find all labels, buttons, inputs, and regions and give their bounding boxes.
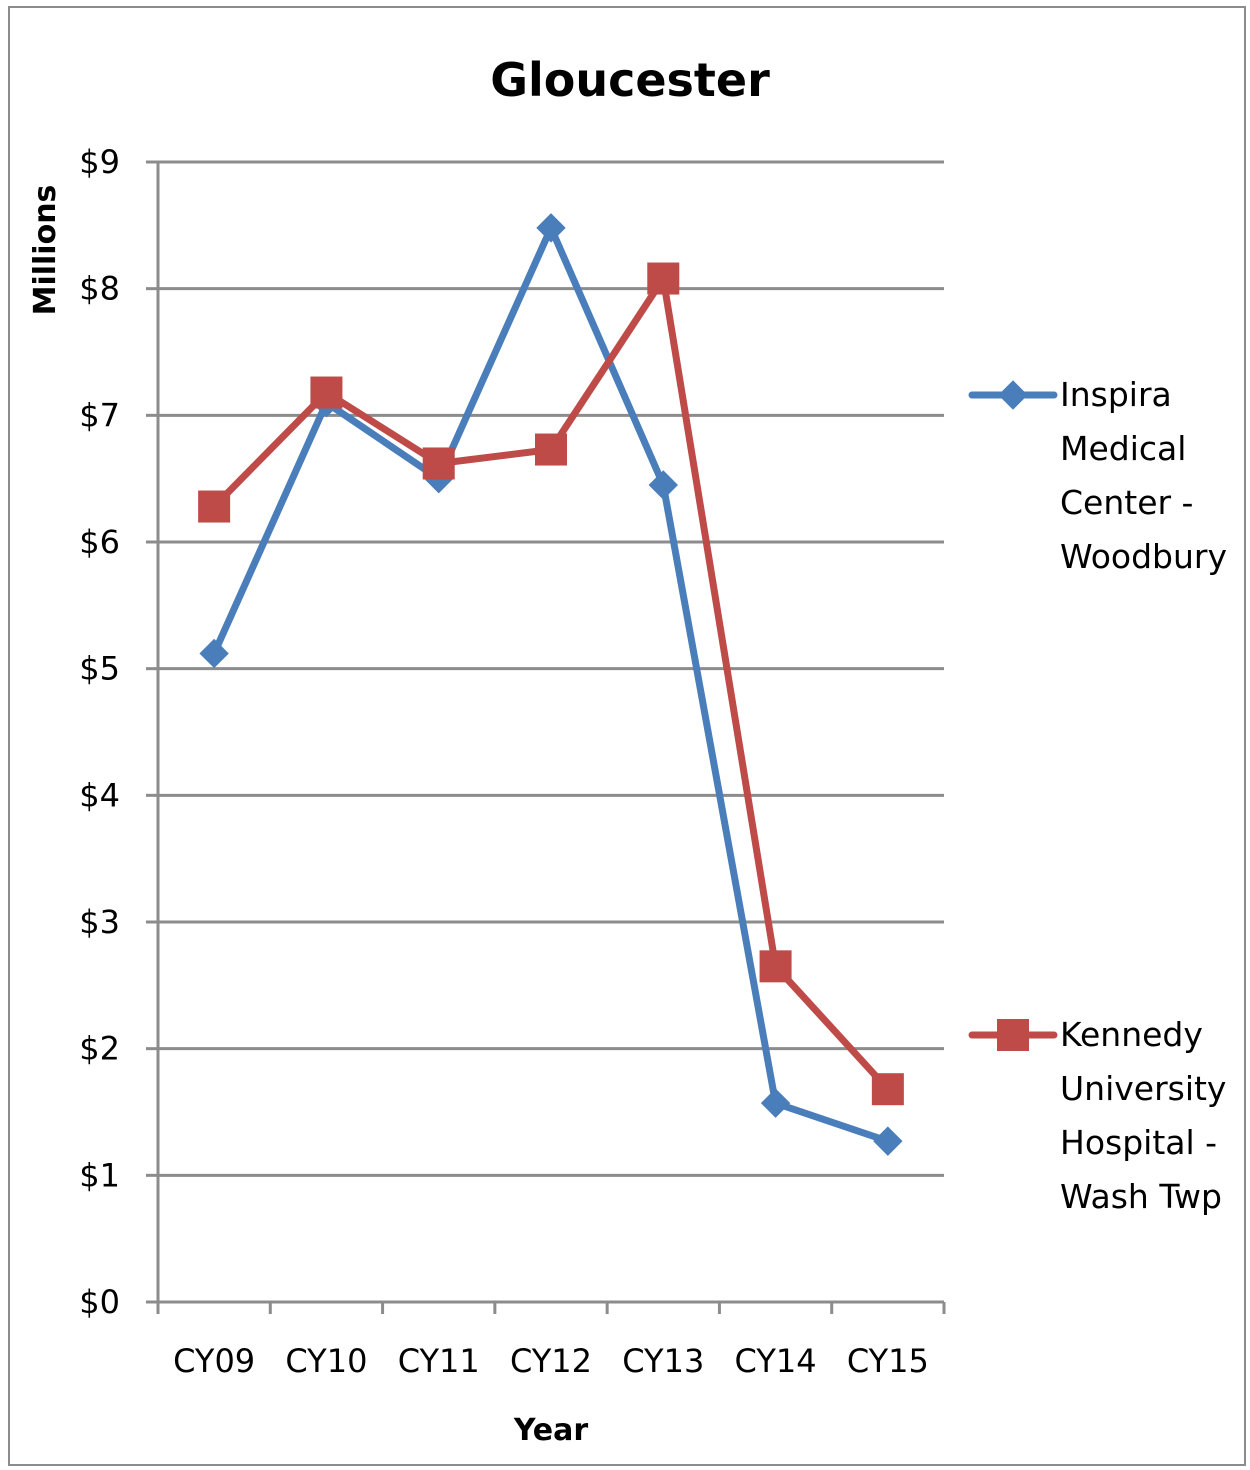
x-tick-label: CY10 [285, 1342, 367, 1380]
data-point [310, 376, 343, 409]
legend-label: Kennedy University Hospital - Wash Twp [1060, 1015, 1226, 1216]
data-point [759, 950, 792, 983]
legend-label-line: Medical [1060, 429, 1186, 468]
data-point [536, 213, 566, 243]
y-tick-label: $9 [79, 143, 120, 181]
legend-entry-1: Inspira Medical Center - Woodbury [968, 375, 1227, 576]
legend-marker [998, 380, 1028, 410]
legend-marker [997, 1019, 1029, 1051]
series-line [210, 224, 892, 1145]
x-tick-label: CY13 [622, 1342, 704, 1380]
legend-label-line: Wash Twp [1060, 1177, 1222, 1216]
x-tick-label: CY11 [398, 1342, 480, 1380]
y-tick-label: $5 [79, 650, 120, 688]
legend-label-line: University [1060, 1069, 1226, 1108]
legend-label-line: Hospital - [1060, 1123, 1217, 1162]
data-point [647, 262, 680, 295]
legend-label-line: Center - [1060, 483, 1193, 522]
x-tick-labels: CY09 CY10 CY11 CY12 CY13 CY14 CY15 [173, 1342, 929, 1380]
y-tick-label: $3 [79, 903, 120, 941]
legend-label: Inspira Medical Center - Woodbury [1060, 375, 1227, 576]
y-tick-label: $1 [79, 1156, 120, 1194]
data-point [871, 1073, 904, 1106]
y-tick-label: $8 [79, 270, 120, 308]
chart-frame [8, 6, 1246, 1466]
x-tick-label: CY15 [847, 1342, 929, 1380]
y-tick-label: $4 [79, 776, 120, 814]
y-tick-label: $7 [79, 396, 120, 434]
x-tick-label: CY12 [510, 1342, 592, 1380]
chart-title: Gloucester [490, 53, 770, 107]
data-point [422, 447, 455, 480]
y-axis-title: Millions [28, 185, 63, 316]
x-tick-label: CY14 [735, 1342, 817, 1380]
series-2 [198, 262, 904, 1106]
y-tick-labels: $0 $1 $2 $3 $4 $5 $6 $7 $8 $9 [79, 143, 120, 1321]
x-axis-title: Year [513, 1413, 589, 1448]
y-tick-label: $2 [79, 1030, 120, 1068]
gridlines [158, 160, 944, 1177]
legend-label-line: Kennedy [1060, 1015, 1203, 1054]
data-point [873, 1126, 903, 1156]
x-tick-label: CY09 [173, 1342, 255, 1380]
axes [146, 160, 946, 1314]
data-point [198, 490, 231, 523]
legend-label-line: Woodbury [1060, 537, 1227, 576]
y-tick-label: $6 [79, 523, 120, 561]
data-point [760, 1088, 791, 1118]
legend-entry-2: Kennedy University Hospital - Wash Twp [968, 1015, 1226, 1216]
data-point [199, 638, 229, 669]
legend-label-line: Inspira [1060, 375, 1172, 414]
series-group [198, 213, 904, 1156]
data-point [648, 470, 678, 500]
y-tick-label: $0 [79, 1283, 120, 1321]
series-1 [199, 213, 903, 1156]
legend: Inspira Medical Center - Woodbury Kennedy Uni… [968, 375, 1227, 1216]
data-point [535, 433, 567, 466]
